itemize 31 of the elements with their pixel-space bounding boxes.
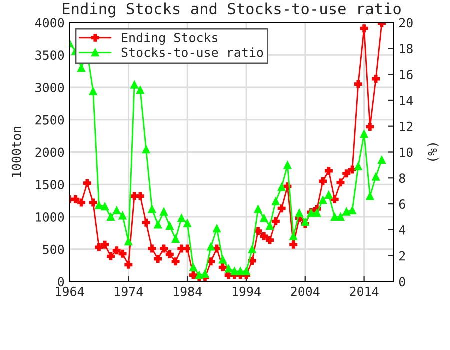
y-tick-label: 3000	[36, 83, 64, 92]
y2-tick-label: 14	[400, 96, 414, 106]
y-tick-label: 1000	[36, 212, 64, 222]
y-tick-label: 0	[58, 277, 64, 287]
y-tick-label: 500	[43, 244, 64, 254]
y2-tick-label: 4	[399, 226, 406, 235]
legend-label: Stocks-to-use ratio	[122, 48, 264, 58]
y2-tick-label: 8	[399, 174, 406, 184]
y2-tick-label: 18	[400, 44, 413, 54]
x-tick-label: 2004	[291, 286, 320, 296]
y2-tick-label: 6	[399, 200, 406, 210]
y-tick-label: 2000	[36, 148, 64, 158]
y-axis-title: 1000ton	[12, 127, 22, 178]
y2-tick-label: 2	[400, 251, 406, 261]
x-tick-label: 2014	[350, 286, 379, 296]
y-tick-label: 1500	[36, 180, 64, 190]
y2-tick-label: 16	[400, 70, 413, 80]
x-tick-label: 1984	[174, 286, 202, 296]
x-tick-label: 1994	[232, 286, 261, 296]
y2-axis-title: (%)	[428, 144, 439, 161]
y-tick-label: 2500	[36, 115, 64, 125]
chart-title: Ending Stocks and Stocks-to-use ratio	[63, 2, 401, 18]
y2-tick-label: 0	[399, 277, 406, 287]
x-tick-label: 1964	[56, 286, 84, 296]
y2-tick-label: 20	[400, 18, 413, 28]
y-tick-label: 3500	[36, 50, 64, 60]
y2-tick-label: 12	[400, 122, 413, 132]
y-tick-label: 4000	[35, 18, 64, 28]
x-tick-label: 1974	[115, 286, 144, 296]
y2-tick-label: 10	[400, 148, 413, 158]
legend-label: Ending Stocks	[122, 32, 218, 45]
